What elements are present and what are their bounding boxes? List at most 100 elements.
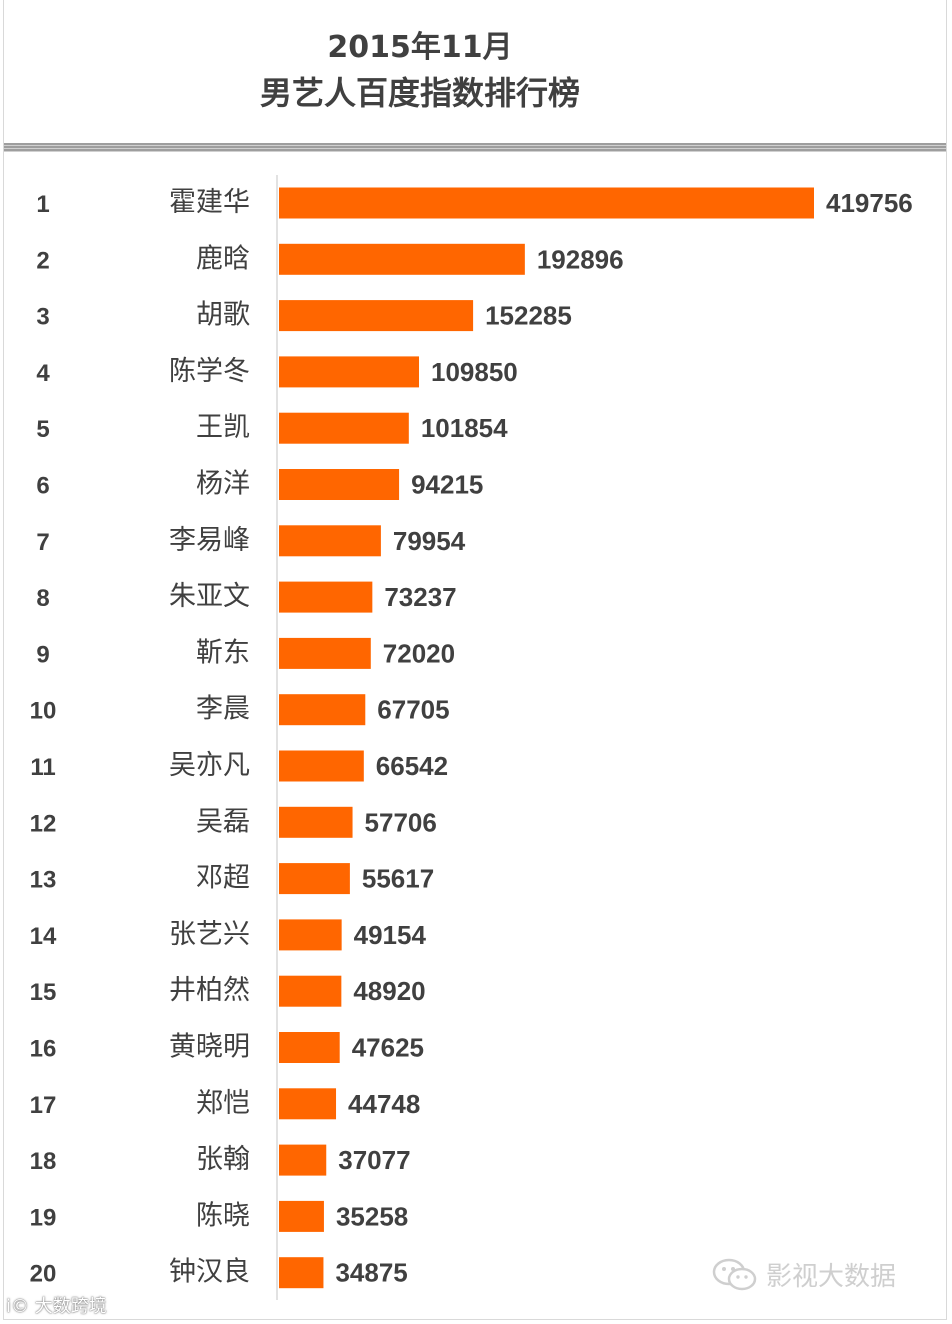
rank-label: 16 xyxy=(30,1036,57,1063)
value-label: 192896 xyxy=(537,244,624,274)
bar xyxy=(279,1200,324,1232)
category-label: 张艺兴 xyxy=(169,919,250,950)
bar xyxy=(279,694,366,726)
chart-row: 19 陈晓 35258 xyxy=(30,1200,408,1232)
bar xyxy=(279,919,342,951)
bar xyxy=(279,975,342,1007)
chart-rows: 1 霍建华 419756 2 鹿晗 192896 3 胡歌 152285 4 陈学冬 109850 5 王… xyxy=(30,187,913,1289)
bar xyxy=(279,1257,324,1289)
value-label: 37077 xyxy=(338,1145,410,1175)
chart-row: 8 朱亚文 73237 xyxy=(36,581,457,613)
value-label: 101854 xyxy=(421,413,508,443)
chart-row: 16 黄晓明 47625 xyxy=(30,1032,424,1063)
rank-label: 1 xyxy=(36,191,49,218)
bar xyxy=(279,581,373,613)
category-label: 胡歌 xyxy=(196,300,250,331)
rank-label: 8 xyxy=(36,585,49,612)
chart-row: 15 井柏然 48920 xyxy=(30,975,426,1007)
value-label: 34875 xyxy=(335,1258,407,1288)
chart-row: 5 王凯 101854 xyxy=(36,412,508,444)
bar xyxy=(279,525,381,557)
category-label: 钟汉良 xyxy=(169,1257,250,1288)
category-label: 杨洋 xyxy=(196,469,250,500)
category-label: 陈晓 xyxy=(196,1200,250,1231)
category-label: 李晨 xyxy=(196,694,250,725)
rank-label: 14 xyxy=(30,923,57,950)
chart-row: 11 吴亦凡 66542 xyxy=(30,750,448,782)
chart-row: 12 吴磊 57706 xyxy=(30,806,437,838)
value-label: 419756 xyxy=(826,188,913,218)
rank-label: 20 xyxy=(30,1261,57,1288)
rank-label: 2 xyxy=(36,247,49,274)
chart-row: 2 鹿晗 192896 xyxy=(36,243,624,275)
rank-label: 19 xyxy=(30,1204,57,1231)
value-label: 73237 xyxy=(384,582,456,612)
value-label: 35258 xyxy=(336,1201,408,1231)
wechat-icon xyxy=(712,1258,758,1292)
value-label: 57706 xyxy=(365,807,437,837)
rank-label: 4 xyxy=(36,360,50,387)
watermark-right-text: 影视大数据 xyxy=(766,1262,897,1292)
value-label: 152285 xyxy=(485,301,572,331)
chart-row: 14 张艺兴 49154 xyxy=(30,919,427,951)
chart-frame xyxy=(3,0,947,1320)
title-divider xyxy=(4,143,946,152)
category-label: 郑恺 xyxy=(196,1088,250,1119)
bar xyxy=(279,300,474,332)
value-label: 79954 xyxy=(393,526,466,556)
rank-label: 13 xyxy=(30,867,57,894)
category-label: 鹿晗 xyxy=(196,243,250,274)
value-label: 47625 xyxy=(352,1033,424,1063)
bar xyxy=(279,412,409,444)
chart-row: 17 郑恺 44748 xyxy=(30,1088,420,1120)
bar xyxy=(279,356,420,388)
category-label: 张翰 xyxy=(196,1144,250,1175)
rank-label: 11 xyxy=(30,754,55,781)
category-label: 吴磊 xyxy=(196,806,250,837)
category-label: 霍建华 xyxy=(169,187,250,218)
rank-label: 3 xyxy=(36,304,49,331)
chart-row: 18 张翰 37077 xyxy=(30,1144,411,1176)
value-label: 109850 xyxy=(431,357,518,387)
value-label: 66542 xyxy=(376,751,448,781)
category-label: 王凯 xyxy=(196,412,250,443)
value-label: 72020 xyxy=(383,638,455,668)
chart-row: 7 李易峰 79954 xyxy=(36,525,466,557)
rank-label: 17 xyxy=(30,1092,57,1119)
watermark-yingshi: 影视大数据 xyxy=(712,1256,896,1293)
value-label: 55617 xyxy=(362,864,434,894)
category-label: 黄晓明 xyxy=(169,1032,250,1063)
watermark-left-prefix: i© xyxy=(6,1296,30,1317)
value-label: 67705 xyxy=(377,695,449,725)
category-label: 邓超 xyxy=(196,863,250,894)
watermark-dashu: i© 大数跨境 xyxy=(6,1292,107,1318)
bar xyxy=(279,1144,327,1176)
chart-row: 9 靳东 72020 xyxy=(36,637,455,669)
category-label: 李易峰 xyxy=(169,525,250,556)
chart-row: 4 陈学冬 109850 xyxy=(36,356,518,388)
chart-row: 13 邓超 55617 xyxy=(30,863,434,895)
chart-row: 3 胡歌 152285 xyxy=(36,300,572,332)
value-label: 49154 xyxy=(354,920,427,950)
category-label: 朱亚文 xyxy=(169,581,250,612)
bar xyxy=(279,1088,337,1120)
chart-row: 10 李晨 67705 xyxy=(30,694,450,726)
rank-label: 6 xyxy=(36,473,49,500)
bar xyxy=(279,469,400,500)
bar xyxy=(279,863,350,895)
rank-label: 18 xyxy=(30,1148,57,1175)
chart-title: 2015年11月 xyxy=(327,30,513,65)
bar xyxy=(279,637,371,669)
chart-row: 6 杨洋 94215 xyxy=(36,469,483,500)
chart-row: 20 钟汉良 34875 xyxy=(30,1257,408,1289)
bar xyxy=(279,806,353,838)
rank-label: 5 xyxy=(36,416,49,443)
category-label: 陈学冬 xyxy=(169,356,250,387)
rank-label: 7 xyxy=(36,529,49,556)
bar xyxy=(279,750,364,782)
watermark-left-text: 大数跨境 xyxy=(34,1296,107,1317)
category-label: 靳东 xyxy=(196,637,250,668)
value-label: 48920 xyxy=(353,976,425,1006)
rank-label: 10 xyxy=(30,698,57,725)
